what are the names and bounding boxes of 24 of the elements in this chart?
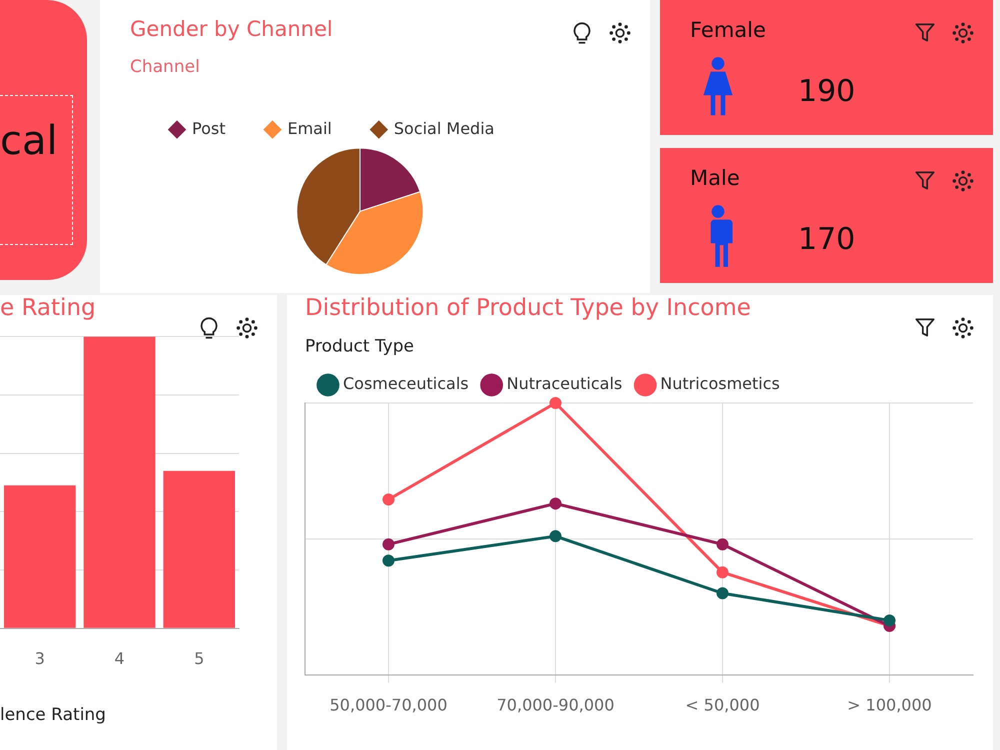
text: cal bbox=[0, 118, 58, 164]
x-tick-label: 50,000-70,000 bbox=[330, 696, 448, 715]
chart-title: Distribution of Product Type by Income bbox=[305, 294, 751, 321]
chart-title: e Rating bbox=[0, 294, 96, 321]
legend-label: Nutricosmetics bbox=[660, 374, 780, 394]
legend-label: Cosmeceuticals bbox=[343, 374, 469, 394]
x-tick-label: > 100,000 bbox=[847, 696, 932, 715]
legend-label: Social Media bbox=[394, 118, 494, 138]
x-axis-title: lence Rating bbox=[0, 705, 106, 726]
x-tick-label: < 50,000 bbox=[685, 696, 760, 715]
x-tick-label: 5 bbox=[194, 649, 204, 668]
legend-title: Channel bbox=[130, 57, 200, 78]
text: Female bbox=[690, 18, 766, 42]
x-tick-label: 3 bbox=[34, 649, 45, 668]
legend-label: Post bbox=[192, 118, 226, 138]
legend-title: Product Type bbox=[305, 336, 414, 357]
legend-label: Nutraceuticals bbox=[506, 374, 622, 394]
data-label: 190 bbox=[798, 74, 856, 109]
x-tick-label: 4 bbox=[114, 649, 125, 668]
data-label: 170 bbox=[798, 222, 856, 257]
chart-title: Gender by Channel bbox=[130, 17, 333, 42]
x-tick-label: 70,000-90,000 bbox=[496, 696, 614, 715]
text: Male bbox=[690, 166, 740, 190]
legend-label: Email bbox=[287, 118, 332, 138]
